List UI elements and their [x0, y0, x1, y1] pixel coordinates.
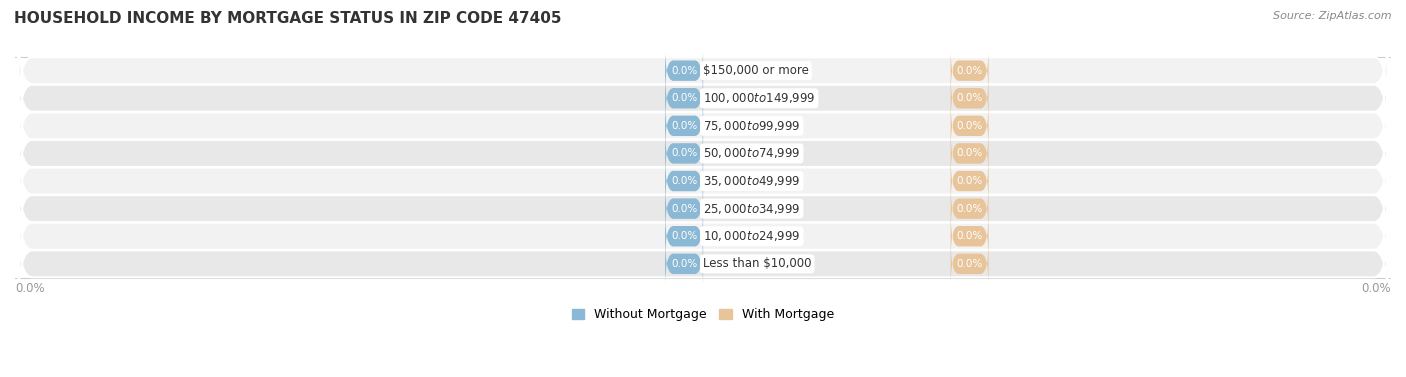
FancyBboxPatch shape — [665, 75, 703, 121]
Text: $150,000 or more: $150,000 or more — [703, 64, 808, 77]
Text: $35,000 to $49,999: $35,000 to $49,999 — [703, 174, 800, 188]
Text: 0.0%: 0.0% — [956, 259, 983, 269]
Text: 0.0%: 0.0% — [671, 204, 697, 214]
Text: 0.0%: 0.0% — [956, 93, 983, 103]
Text: 0.0%: 0.0% — [15, 282, 45, 295]
Text: 0.0%: 0.0% — [671, 93, 697, 103]
Text: HOUSEHOLD INCOME BY MORTGAGE STATUS IN ZIP CODE 47405: HOUSEHOLD INCOME BY MORTGAGE STATUS IN Z… — [14, 11, 561, 26]
FancyBboxPatch shape — [950, 158, 988, 204]
FancyBboxPatch shape — [950, 241, 988, 287]
Legend: Without Mortgage, With Mortgage: Without Mortgage, With Mortgage — [567, 303, 839, 326]
FancyBboxPatch shape — [18, 29, 1388, 112]
FancyBboxPatch shape — [950, 213, 988, 259]
Text: 0.0%: 0.0% — [671, 231, 697, 241]
FancyBboxPatch shape — [950, 75, 988, 121]
Text: $10,000 to $24,999: $10,000 to $24,999 — [703, 229, 800, 243]
Text: 0.0%: 0.0% — [671, 66, 697, 76]
FancyBboxPatch shape — [665, 158, 703, 204]
Text: 0.0%: 0.0% — [1361, 282, 1391, 295]
FancyBboxPatch shape — [665, 186, 703, 231]
FancyBboxPatch shape — [950, 130, 988, 176]
Text: $75,000 to $99,999: $75,000 to $99,999 — [703, 119, 800, 133]
FancyBboxPatch shape — [665, 130, 703, 176]
Text: 0.0%: 0.0% — [956, 176, 983, 186]
Text: $50,000 to $74,999: $50,000 to $74,999 — [703, 146, 800, 161]
Text: 0.0%: 0.0% — [956, 149, 983, 158]
Text: Less than $10,000: Less than $10,000 — [703, 257, 811, 270]
FancyBboxPatch shape — [18, 112, 1388, 195]
Text: Source: ZipAtlas.com: Source: ZipAtlas.com — [1274, 11, 1392, 21]
Text: 0.0%: 0.0% — [956, 66, 983, 76]
FancyBboxPatch shape — [950, 186, 988, 231]
FancyBboxPatch shape — [18, 195, 1388, 278]
Text: 0.0%: 0.0% — [956, 121, 983, 131]
Text: 0.0%: 0.0% — [671, 149, 697, 158]
Text: 0.0%: 0.0% — [956, 204, 983, 214]
FancyBboxPatch shape — [665, 213, 703, 259]
Text: $25,000 to $34,999: $25,000 to $34,999 — [703, 202, 800, 216]
FancyBboxPatch shape — [665, 103, 703, 149]
Text: 0.0%: 0.0% — [671, 121, 697, 131]
FancyBboxPatch shape — [665, 241, 703, 287]
FancyBboxPatch shape — [18, 222, 1388, 305]
Text: 0.0%: 0.0% — [956, 231, 983, 241]
FancyBboxPatch shape — [665, 48, 703, 93]
FancyBboxPatch shape — [18, 139, 1388, 223]
FancyBboxPatch shape — [18, 84, 1388, 167]
FancyBboxPatch shape — [18, 57, 1388, 140]
FancyBboxPatch shape — [18, 167, 1388, 250]
Text: 0.0%: 0.0% — [671, 259, 697, 269]
FancyBboxPatch shape — [950, 103, 988, 149]
FancyBboxPatch shape — [950, 48, 988, 93]
Text: $100,000 to $149,999: $100,000 to $149,999 — [703, 91, 815, 105]
Text: 0.0%: 0.0% — [671, 176, 697, 186]
